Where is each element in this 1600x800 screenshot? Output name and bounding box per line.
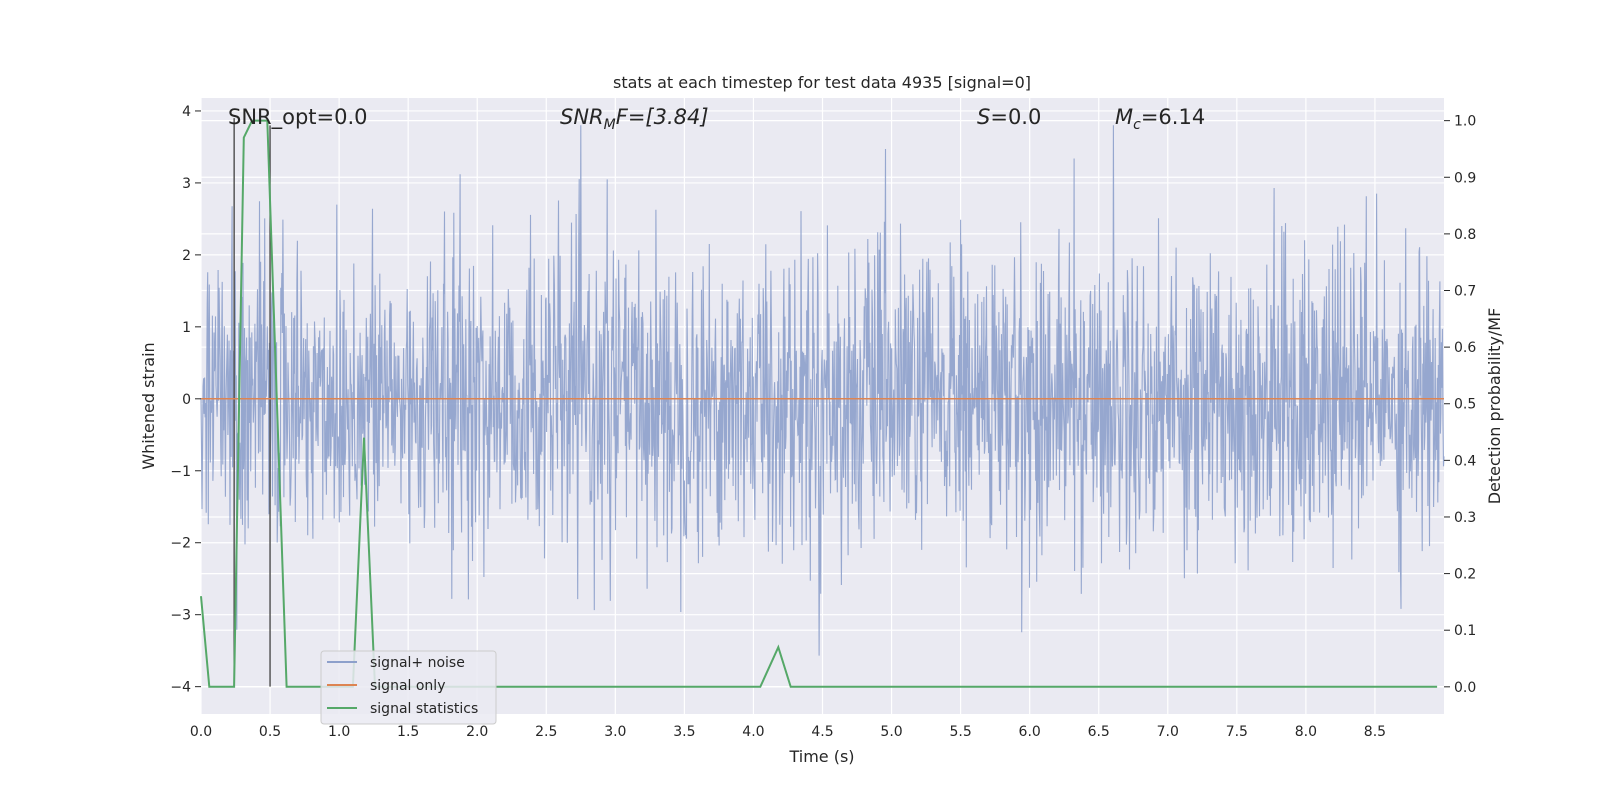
y-tick-label-right: 1.0 [1454,114,1476,130]
y-tick-label-right: 0.7 [1454,284,1476,300]
x-axis-title: Time (s) [788,747,854,766]
annotation-mc-main: M [1115,105,1133,129]
y-tick-label-right: 0.6 [1454,340,1476,356]
x-tick-label: 0.5 [259,724,281,740]
y-axis-title-left: Whitened strain [139,342,158,469]
y-tick-label-right: 0.9 [1454,170,1476,186]
annotation-snr-mf: SNRMF=[3.84] [560,105,709,133]
annotation-snr-opt: SNR_opt=0.0 [228,105,368,130]
x-tick-label: 5.0 [880,724,902,740]
x-tick-label: 6.0 [1019,724,1041,740]
x-tick-label: 1.0 [328,724,350,740]
y-tick-label-left: −3 [170,608,191,624]
signal-statistics-line [200,119,1438,688]
x-tick-label: 3.5 [673,724,695,740]
x-tick-label: 8.0 [1295,724,1317,740]
x-axis-ticks: 0.0 0.5 1.0 1.5 2.0 2.5 3.0 3.5 4.0 4.5 5.0 5.5 6.0 6… [190,724,1386,740]
annotation-s: S=0.0 [977,105,1041,129]
y-tick-label-right: 0.4 [1454,453,1476,469]
x-tick-label: 3.0 [604,724,626,740]
x-tick-label: 8.5 [1364,724,1386,740]
y-tick-label-right: 0.8 [1454,227,1476,243]
y-tick-label-right: 0.3 [1454,510,1476,526]
y-tick-label-left: 3 [182,176,191,192]
y-axis-title-right: Detection probability/MF [1485,308,1504,505]
x-tick-label: 0.0 [190,724,212,740]
annotation-mc-tail: =6.14 [1141,105,1205,129]
right-axis-ticks: 0.0 0.1 0.2 0.3 0.4 0.5 0.6 0.7 0.8 0.9 1.0 [1444,114,1476,696]
annotation-s-tail: =0.0 [990,105,1041,129]
signal-statistics-series [200,119,1438,688]
x-tick-label: 2.5 [535,724,557,740]
x-tick-label: 7.0 [1157,724,1179,740]
y-tick-label-left: 4 [182,104,191,120]
signal-noise-series [200,125,1445,656]
legend-label-signal-noise: signal+ noise [370,655,465,671]
chart-title: stats at each timestep for test data 493… [613,73,1031,92]
x-tick-label: 5.5 [949,724,971,740]
y-tick-label-left: 2 [182,248,191,264]
legend: signal+ noise signal only signal statist… [320,650,497,725]
y-tick-label-right: 0.5 [1454,397,1476,413]
annotation-mc-sub: c [1133,117,1141,133]
y-tick-label-left: 1 [182,320,191,336]
y-tick-label-right: 0.0 [1454,680,1476,696]
legend-label-signal-statistics: signal statistics [370,701,478,717]
y-tick-label-left: 0 [182,392,191,408]
left-axis-ticks: −4 −3 −2 −1 0 1 2 3 4 [170,104,201,696]
annotation-mc: Mc=6.14 [1115,105,1205,133]
legend-box [320,650,497,725]
x-tick-label: 2.0 [466,724,488,740]
x-tick-label: 4.0 [742,724,764,740]
x-tick-label: 4.5 [811,724,833,740]
x-tick-label: 6.5 [1088,724,1110,740]
legend-label-signal-only: signal only [370,678,445,694]
signal-noise-line [200,125,1445,656]
y-tick-label-right: 0.1 [1454,623,1476,639]
annotation-snr-mf-tail: F=[3.84] [616,105,709,129]
annotation-snr-mf-main: SNR [560,105,604,129]
y-tick-label-right: 0.2 [1454,567,1476,583]
y-tick-label-left: −1 [170,464,191,480]
y-tick-label-left: −2 [170,536,191,552]
x-tick-label: 1.5 [397,724,419,740]
annotation-snr-mf-sub: M [604,117,616,133]
y-tick-label-left: −4 [170,680,191,696]
x-tick-label: 7.5 [1226,724,1248,740]
annotation-s-main: S [977,105,990,129]
